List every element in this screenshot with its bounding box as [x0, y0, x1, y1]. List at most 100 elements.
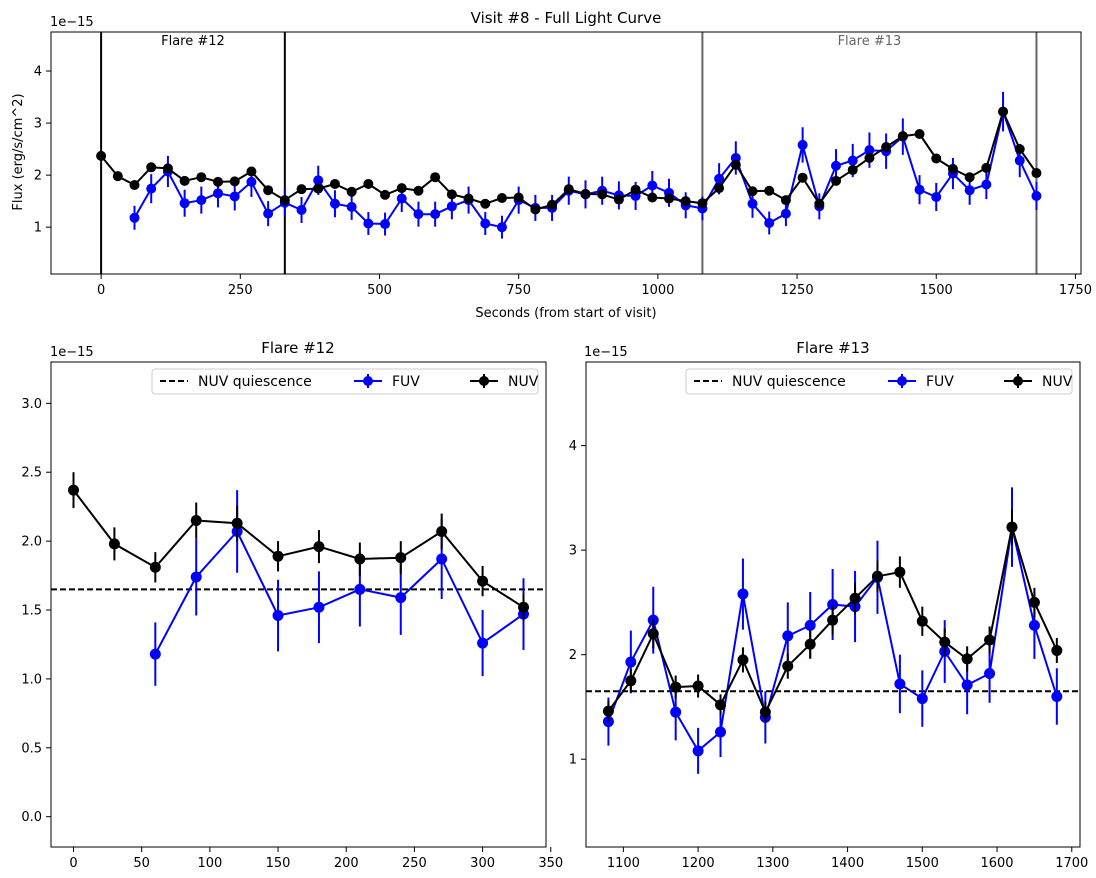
flare-12-frame [50, 361, 547, 848]
full-chart-ylabel: Flux (erg/s/cm^2) [11, 93, 26, 210]
fuv-point [149, 648, 161, 660]
fuv-point [747, 198, 758, 209]
flare-12-legend-box [151, 368, 539, 395]
flare-12-x-axis: 0 50 100 150 200 250 300 350 [69, 847, 563, 871]
nuv-point [231, 517, 243, 529]
nuv-point [229, 176, 240, 187]
legend-fuv-marker [897, 376, 907, 386]
nuv-point [782, 660, 794, 672]
y-tick-label: 2 [34, 169, 42, 184]
legend-fuv-label: FUV [926, 374, 954, 390]
nuv-point [984, 634, 996, 646]
x-tick-label: 1500 [906, 856, 939, 871]
fuv-point [780, 208, 791, 219]
nuv-point [436, 525, 448, 537]
flare-13-frame [585, 361, 1081, 848]
nuv-point [680, 196, 691, 207]
nuv-point [697, 198, 708, 209]
nuv-point [1006, 521, 1018, 533]
nuv-point [496, 193, 507, 204]
nuv-point [112, 171, 123, 182]
nuv-point [162, 163, 173, 174]
legend-nuv-label: NUV [508, 374, 539, 390]
x-tick-label: 0 [97, 283, 105, 298]
fuv-point [764, 217, 775, 228]
fuv-point [346, 201, 357, 212]
fuv-point [964, 185, 975, 196]
fuv-point [737, 588, 749, 600]
nuv-point [395, 552, 407, 564]
nuv-point [597, 189, 608, 200]
nuv-point [363, 178, 374, 189]
nuv-point [547, 199, 558, 210]
flare-12-legend: NUV quiescence FUV NUV [151, 368, 539, 395]
x-tick-label: 1700 [1055, 856, 1088, 871]
flare-12-plot-area [51, 472, 546, 686]
nuv-point [647, 192, 658, 203]
fuv-point [413, 209, 424, 220]
nuv-point [894, 566, 906, 578]
x-tick-label: 750 [506, 283, 531, 298]
full-chart-frame [50, 31, 1082, 275]
nuv-point [1051, 644, 1063, 656]
nuv-point [396, 183, 407, 194]
y-tick-label: 1 [569, 753, 577, 768]
nuv-point [914, 129, 925, 140]
flare-12-title: Flare #12 [261, 339, 334, 357]
nuv-point [279, 195, 290, 206]
fuv-point [436, 553, 448, 565]
nuv-point [346, 186, 357, 197]
nuv-point [1028, 596, 1040, 608]
nuv-point [737, 654, 749, 666]
fuv-point [797, 139, 808, 150]
fuv-point [363, 218, 374, 229]
flare-12-y-axis: 0.0 0.5 1.0 1.5 2.0 2.5 3.0 [21, 397, 51, 825]
nuv-point [518, 601, 529, 613]
nuv-point [847, 164, 858, 175]
nuv-point [413, 185, 424, 196]
fuv-point [313, 601, 325, 613]
nuv-point [797, 172, 808, 183]
nuv-point [1031, 168, 1042, 179]
nuv-point [129, 180, 140, 191]
fuv-point [430, 209, 441, 220]
nuv-point [814, 198, 825, 209]
nuv-point [196, 172, 207, 183]
nuv-point [179, 175, 190, 186]
legend-nuv-marker [479, 376, 489, 386]
fuv-point [480, 218, 491, 229]
fuv-point [354, 583, 366, 595]
fuv-point [916, 693, 928, 705]
flare-13-panel: Flare #13 1e−15 1100 1200 1300 1400 1500 1600… [569, 339, 1089, 871]
nuv-point [871, 570, 883, 582]
fuv-point [263, 208, 274, 219]
x-tick-label: 1200 [682, 856, 715, 871]
fuv-point [213, 188, 224, 199]
legend-quiescence-label: NUV quiescence [198, 374, 312, 390]
fuv-point [931, 191, 942, 202]
nuv-point [313, 541, 325, 553]
fuv-point [229, 191, 240, 202]
nuv-point [602, 705, 614, 717]
fuv-point [914, 184, 925, 195]
flare-12-annotation: Flare #12 [161, 34, 225, 49]
nuv-point [108, 538, 120, 550]
nuv-point [730, 159, 741, 170]
x-tick-label: 200 [334, 856, 359, 871]
fuv-point [625, 656, 637, 668]
nuv-point [329, 178, 340, 189]
nuv-point [296, 184, 307, 195]
fuv-point [146, 183, 157, 194]
y-tick-label: 2.5 [21, 466, 42, 481]
y-tick-label: 1 [34, 221, 42, 236]
nuv-point [96, 150, 107, 161]
nuv-point [931, 153, 942, 164]
nuv-point [947, 163, 958, 174]
nuv-point [246, 166, 257, 177]
fuv-point [714, 173, 725, 184]
full-chart-plot-area [96, 91, 1042, 239]
fuv-point [329, 198, 340, 209]
flare-13-x-axis: 1100 1200 1300 1400 1500 1600 1700 [607, 847, 1088, 871]
nuv-point [961, 653, 973, 665]
